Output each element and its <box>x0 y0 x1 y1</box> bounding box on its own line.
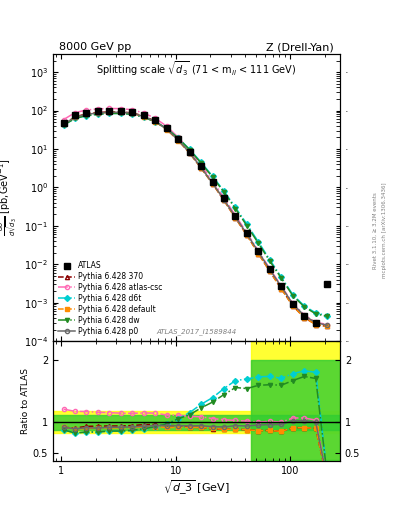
Text: 8000 GeV pp: 8000 GeV pp <box>59 42 131 52</box>
Bar <box>53 411 340 433</box>
Legend: ATLAS, Pythia 6.428 370, Pythia 6.428 atlas-csc, Pythia 6.428 d6t, Pythia 6.428 : ATLAS, Pythia 6.428 370, Pythia 6.428 at… <box>57 260 164 337</box>
Y-axis label: $\frac{d\sigma}{d\sqrt{d_3}}$ [pb,GeV$^{-1}$]: $\frac{d\sigma}{d\sqrt{d_3}}$ [pb,GeV$^{… <box>0 159 20 237</box>
Text: mcplots.cern.ch [arXiv:1306.3436]: mcplots.cern.ch [arXiv:1306.3436] <box>382 183 387 278</box>
Text: Z (Drell-Yan): Z (Drell-Yan) <box>266 42 334 52</box>
Text: Rivet 3.1.10, ≥ 3.2M events: Rivet 3.1.10, ≥ 3.2M events <box>373 192 378 269</box>
Y-axis label: Ratio to ATLAS: Ratio to ATLAS <box>21 368 30 434</box>
Bar <box>53 415 340 430</box>
X-axis label: $\sqrt{d\_3}$ [GeV]: $\sqrt{d\_3}$ [GeV] <box>163 478 230 497</box>
Text: Splitting scale $\sqrt{d_3}$ (71 < m$_{ll}$ < 111 GeV): Splitting scale $\sqrt{d_3}$ (71 < m$_{l… <box>96 59 297 78</box>
Bar <box>251 360 340 460</box>
Text: ATLAS_2017_I1589844: ATLAS_2017_I1589844 <box>156 329 237 335</box>
Bar <box>251 341 340 460</box>
